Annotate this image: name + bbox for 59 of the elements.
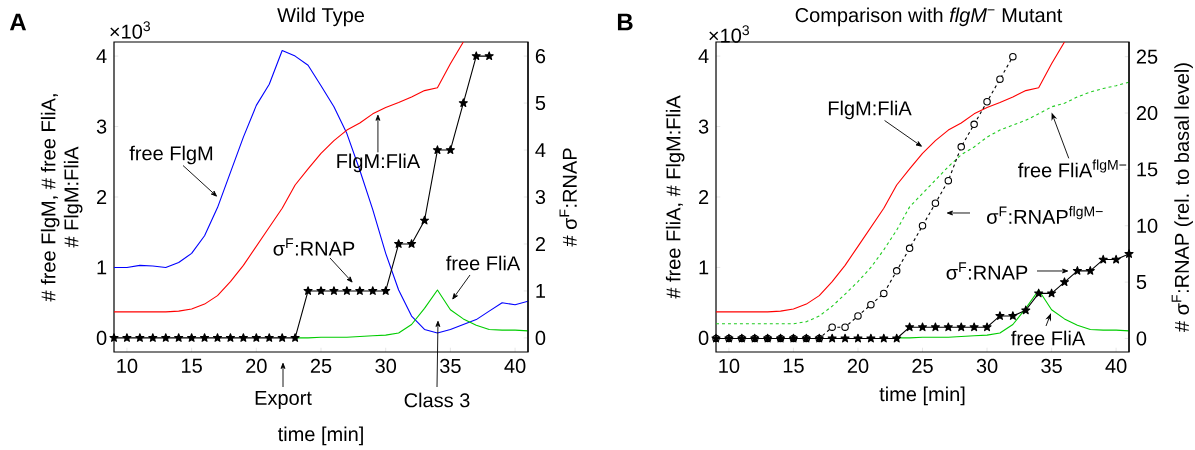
x-tick-label: 15 — [182, 358, 202, 373]
y-tick-label: 3 — [96, 119, 107, 134]
text: Export — [255, 391, 312, 409]
text: A — [9, 13, 27, 31]
y2-tick-label: 25 — [1136, 49, 1158, 64]
y2-tick-label: 5 — [535, 96, 546, 111]
x-axis-title: time [min] — [879, 386, 965, 406]
x-tick-label: 40 — [1105, 358, 1127, 374]
x-tick-label: 15 — [783, 358, 804, 373]
y2-tick-label: 6 — [535, 49, 546, 64]
annotation: free FliA — [446, 255, 521, 271]
y-tick-label: 1 — [699, 260, 709, 275]
y-tick-label: 0 — [698, 330, 709, 345]
y-tick-label: 4 — [96, 49, 107, 63]
y2-axis-title: # σ$^{F}$:RNAP (rel. to basal level) — [1171, 63, 1193, 332]
x-tick-label: 35 — [1041, 358, 1062, 374]
y2-tick-label: 3 — [535, 189, 546, 205]
annotation: σ$^{F}$:RNAP — [273, 238, 355, 256]
y-axis-title: # free FliA, # FlgM:FliA — [665, 95, 685, 299]
x-tick-label: 25 — [310, 358, 332, 374]
annotation: free FliA$^{flgM−}$ — [1018, 159, 1127, 178]
annotation: σ$^{F}$:RNAP — [946, 262, 1028, 280]
text: Class 3 — [404, 392, 470, 408]
y-tick-label: 0 — [96, 330, 107, 345]
annotation: free FliA — [1011, 330, 1086, 346]
y2-tick-label: 0 — [1136, 331, 1147, 346]
y-tick-label: 1 — [97, 260, 107, 275]
x-tick-label: 20 — [246, 358, 267, 374]
annotation: σ$^{F}$:RNAP$^{flgM−}$ — [987, 206, 1103, 224]
x-tick-label: 30 — [375, 358, 397, 374]
y2-tick-label: 2 — [535, 236, 545, 251]
annotation: ×10$^{3}$ — [709, 25, 749, 43]
chart-title: Comparison with flgM$^{−}$ Mutant — [795, 7, 1063, 27]
text: B — [617, 13, 633, 31]
y-tick-label: 4 — [698, 49, 709, 63]
x-tick-label: 35 — [440, 358, 461, 374]
y-tick-label: 2 — [97, 190, 107, 204]
x-tick-label: 10 — [117, 358, 138, 374]
annotation: FlgM:FliA — [828, 100, 912, 120]
x-tick-label: 40 — [504, 358, 526, 374]
y2-tick-label: 5 — [1136, 275, 1147, 290]
y-axis-title: # free FlgM, # free FliA, # FlgM:FliA — [40, 94, 83, 302]
annotation: free FlgM — [129, 145, 213, 165]
text: ×10$^{3}$ — [110, 21, 150, 39]
chart-title: Wild Type — [277, 7, 365, 27]
x-axis-title: time [min] — [277, 426, 363, 446]
y-tick-label: 3 — [698, 119, 709, 134]
x-tick-label: 10 — [719, 358, 740, 374]
y2-tick-label: 0 — [535, 330, 546, 345]
x-tick-label: 20 — [847, 358, 869, 374]
y2-tick-label: 1 — [536, 284, 546, 298]
y2-axis-title: # σ$^{F}$:RNAP — [559, 148, 577, 247]
y2-tick-label: 4 — [535, 143, 546, 157]
y2-tick-label: 10 — [1137, 218, 1158, 233]
y2-tick-label: 15 — [1137, 162, 1158, 177]
y-tick-label: 2 — [699, 190, 709, 204]
x-tick-label: 30 — [976, 358, 998, 374]
x-tick-label: 25 — [912, 358, 933, 374]
y2-tick-label: 20 — [1136, 105, 1158, 121]
